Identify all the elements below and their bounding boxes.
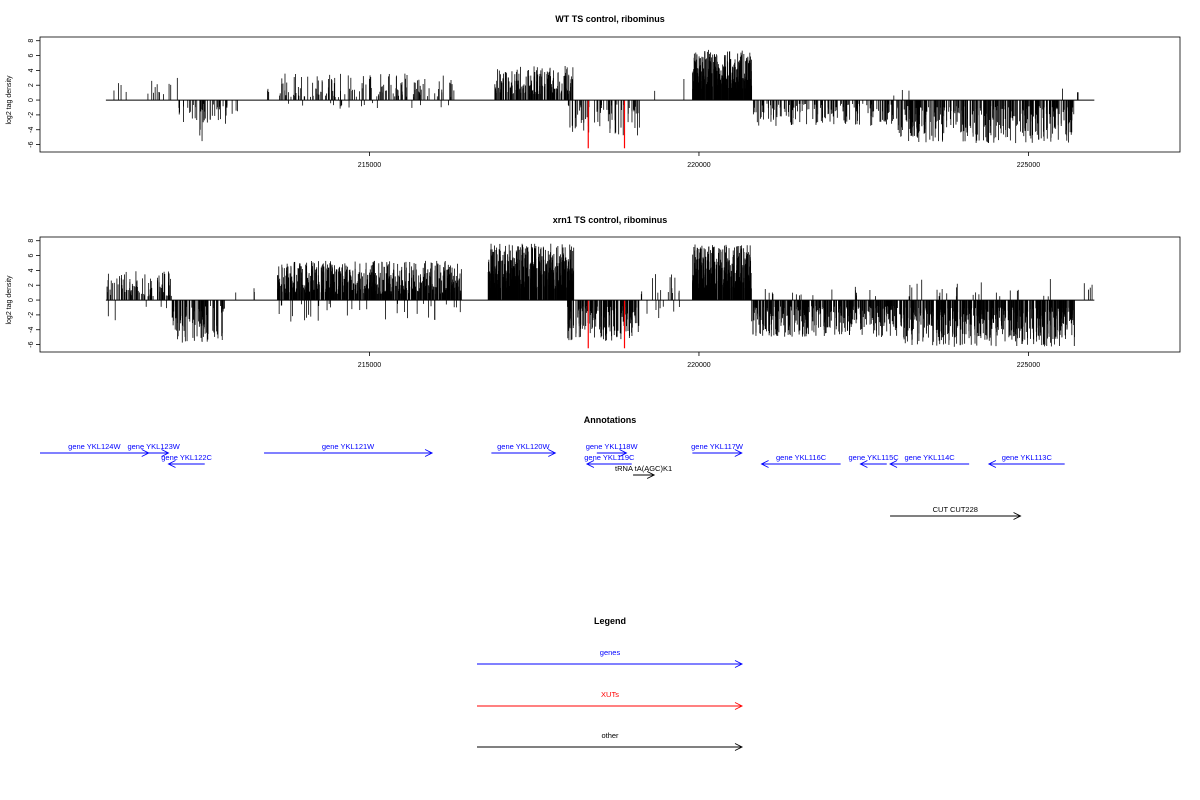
y-tick-label: 8 xyxy=(28,239,35,243)
y-tick-label: -6 xyxy=(28,341,35,347)
annotation-arrow-head xyxy=(585,460,595,468)
annotation-arrow-head xyxy=(167,460,176,468)
panel-wt-bars xyxy=(113,49,1079,144)
annotation-arrow-head xyxy=(859,460,868,468)
annotation-arrow-head xyxy=(424,449,434,457)
annotation-label: gene YKL113C xyxy=(1002,453,1053,462)
legend-panel: Legend genes XUTs other xyxy=(477,616,744,751)
y-tick-label: 0 xyxy=(28,98,35,102)
annotation-label: gene YKL117W xyxy=(691,442,744,451)
x-tick-label: 215000 xyxy=(358,362,381,369)
y-tick-label: 2 xyxy=(28,283,35,287)
panel-xrn1-frame xyxy=(39,236,1181,353)
annotations-title: Annotations xyxy=(584,415,637,425)
x-tick-label: 220000 xyxy=(687,362,710,369)
annotation-arrow-head xyxy=(889,460,898,468)
y-tick-label: -2 xyxy=(28,112,35,118)
legend-label: other xyxy=(601,731,619,740)
annotations-panel: Annotations gene YKL124W gene YKL123Wgene… xyxy=(40,415,1065,520)
annotation-label: gene YKL122C xyxy=(161,453,212,462)
legend-arrow-head xyxy=(734,660,744,668)
panel-wt: WT TS control, ribominus log2 tag densit… xyxy=(6,14,1181,169)
annotation-label: gene YKL114C xyxy=(905,453,956,462)
annotation-tracks: gene YKL124W gene YKL123W gene YKL122C gene… xyxy=(40,442,1065,520)
panel-xrn1-axes: 8 6 4 2 0 -2 -4 -6 215000 220000 225000 xyxy=(28,239,1040,369)
x-tick-label: 215000 xyxy=(358,162,381,169)
panel-wt-ylabel: log2 tag density xyxy=(6,75,13,125)
x-tick-label: 220000 xyxy=(687,162,710,169)
legend-items: genes XUTs other xyxy=(477,648,744,751)
y-tick-label: -4 xyxy=(28,327,35,333)
panel-wt-axes: 8 6 4 2 0 -2 -4 -6 215000 220000 225000 xyxy=(28,39,1040,169)
annotation-label: gene YKL119C xyxy=(584,453,635,462)
x-tick-label: 225000 xyxy=(1017,162,1040,169)
annotation-label: gene YKL118W xyxy=(586,442,639,451)
panel-wt-title: WT TS control, ribominus xyxy=(555,14,665,24)
annotation-label: gene YKL120W xyxy=(497,442,550,451)
annotation-arrow-head xyxy=(646,471,656,479)
annotation-arrow-head xyxy=(1013,512,1022,520)
annotation-label: gene YKL124W xyxy=(68,442,121,451)
x-tick-label: 225000 xyxy=(1017,362,1040,369)
legend-arrow-head xyxy=(734,702,744,710)
panel-xrn1-title: xrn1 TS control, ribominus xyxy=(553,215,668,225)
panel-xrn1-bars xyxy=(106,243,1093,347)
y-tick-label: 4 xyxy=(28,268,35,272)
annotation-label: gene YKL116C xyxy=(776,453,827,462)
annotation-arrow-head xyxy=(987,460,997,468)
annotation-label: gene YKL123W xyxy=(127,442,180,451)
y-tick-label: 4 xyxy=(28,68,35,72)
annotation-label: tRNA tA(AGC)K1 xyxy=(615,464,672,473)
y-tick-label: 2 xyxy=(28,83,35,87)
y-tick-label: 0 xyxy=(28,298,35,302)
annotation-arrow-head xyxy=(760,460,769,468)
annotation-arrow-head xyxy=(161,449,170,457)
panel-xrn1: xrn1 TS control, ribominus log2 tag dens… xyxy=(6,215,1181,369)
annotation-label: CUT CUT228 xyxy=(933,505,978,514)
annotation-arrow-head xyxy=(619,449,628,457)
legend-label: XUTs xyxy=(601,690,619,699)
y-tick-label: -2 xyxy=(28,312,35,318)
annotation-arrow-head xyxy=(734,449,743,457)
panel-xrn1-highlights xyxy=(587,300,626,349)
y-tick-label: 6 xyxy=(28,254,35,258)
panel-wt-highlights xyxy=(587,100,626,149)
y-tick-label: 8 xyxy=(28,39,35,43)
legend-title: Legend xyxy=(594,616,626,626)
y-tick-label: -4 xyxy=(28,127,35,133)
annotation-label: gene YKL115C xyxy=(848,453,899,462)
legend-label: genes xyxy=(600,648,621,657)
annotation-label: gene YKL121W xyxy=(322,442,375,451)
legend-arrow-head xyxy=(734,743,744,751)
y-tick-label: 6 xyxy=(28,54,35,58)
annotation-arrow-head xyxy=(548,449,557,457)
y-tick-label: -6 xyxy=(28,141,35,147)
panel-xrn1-ylabel: log2 tag density xyxy=(6,275,13,325)
panel-wt-frame xyxy=(39,36,1181,153)
